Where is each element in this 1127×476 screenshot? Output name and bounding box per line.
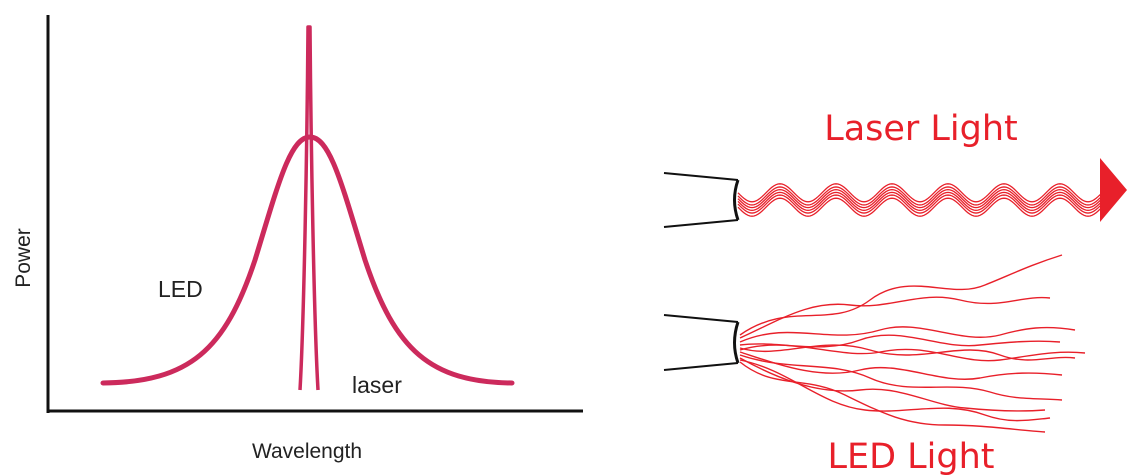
led-light-title: LED Light <box>827 437 994 476</box>
led-rays <box>739 254 1086 433</box>
laser-wave <box>737 191 1103 212</box>
laser-spectrum-line <box>298 25 320 391</box>
y-axis-label: Power <box>12 228 35 288</box>
laser-curve-label: laser <box>352 372 402 398</box>
laser-light-title: Laser Light <box>824 109 1018 149</box>
spectrum-plot: Power Wavelength LED laser <box>12 15 583 463</box>
laser-beam: Laser Light <box>663 109 1127 228</box>
led-curve-label: LED <box>158 276 203 302</box>
laser-source <box>663 172 740 228</box>
led-ray <box>739 326 1076 343</box>
led-ray <box>739 344 1086 362</box>
led-ray <box>739 359 1051 422</box>
led-ray <box>739 344 1076 361</box>
x-axis-label: Wavelength <box>252 440 362 463</box>
laser-wave <box>737 194 1103 214</box>
led-ray <box>739 351 1063 380</box>
laser-wave <box>737 183 1103 203</box>
laser-arrowhead <box>1100 158 1127 222</box>
led-source <box>663 314 740 371</box>
led-ray <box>739 296 1051 339</box>
laser-wave <box>737 197 1103 217</box>
laser-wave <box>737 186 1103 206</box>
led-ray <box>739 254 1063 336</box>
led-beam: LED Light <box>663 254 1086 476</box>
led-ray <box>739 361 1046 433</box>
laser-wave-bundle <box>737 183 1103 217</box>
led-ray <box>739 354 1063 401</box>
laser-wave <box>737 188 1103 209</box>
